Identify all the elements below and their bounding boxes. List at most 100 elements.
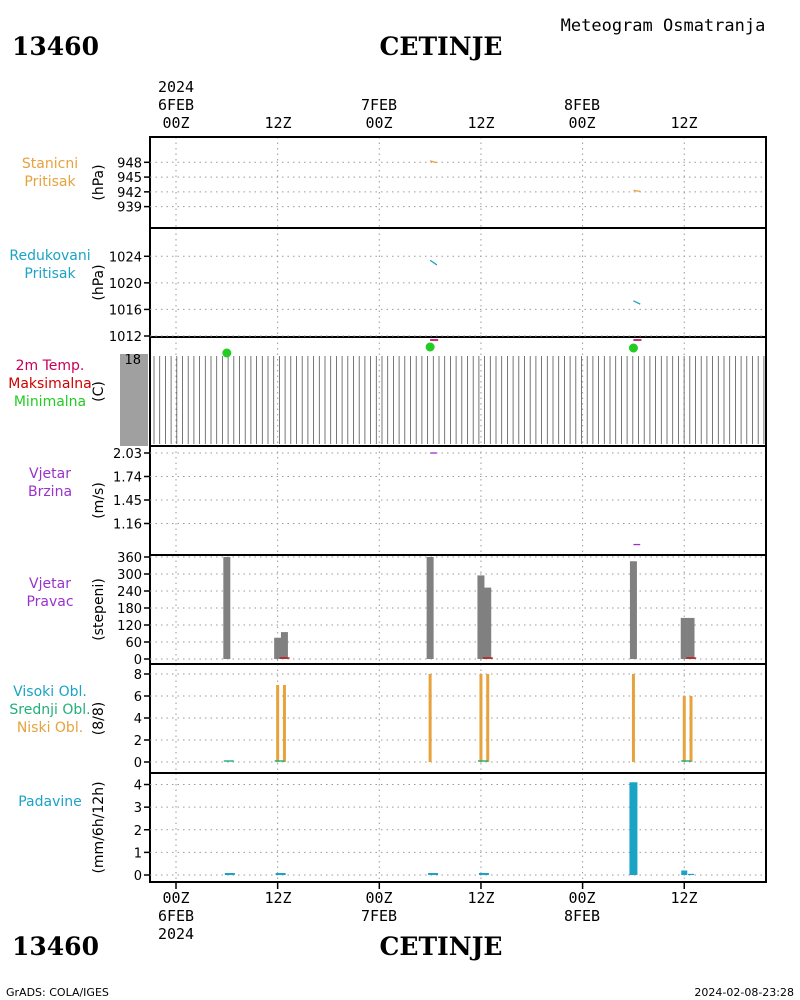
panel-label-line: Vjetar [29,576,71,592]
y-tick-label: 1 [134,846,142,861]
series-line [633,189,641,192]
panel-label-line: Vjetar [29,466,71,482]
y-tick-label: 1012 [109,330,142,345]
y-tick-label: 120 [117,619,142,634]
tick-12z-top-2: 12Z [467,114,494,132]
grads-credit: GrADS: COLA/IGES [6,986,109,999]
day-label-7feb-top: 7FEB [361,96,397,114]
y-tick-label: 4 [134,712,142,727]
y-tick-label: 240 [117,585,142,600]
y-tick-label: 948 [117,156,142,171]
bar [479,674,483,762]
y-tick-label: 2 [134,734,142,749]
tick-12z-bottom-1: 12Z [264,889,291,907]
panel-label-line: Srednji Obl. [9,702,90,718]
min-temp-point [628,343,638,353]
y-axis-title: (hPa) [91,164,107,200]
y-tick-label: 180 [117,602,142,617]
y-tick-label: 360 [117,551,142,566]
panel-label-line: Padavine [18,794,82,810]
y-tick-label: 0 [134,869,142,884]
y-axis-title: (mm/6h/12h) [91,781,107,873]
bar [274,637,282,659]
panel-label-line: Minimalna [14,394,86,410]
y-tick-label: 0 [134,653,142,668]
y-tick-label: 1020 [109,277,142,292]
tick-00z-top-3: 00Z [568,114,595,132]
y-tick-label: 60 [125,636,142,651]
bar [486,674,490,762]
tick-12z-top-1: 12Z [264,114,291,132]
panel-label-line: Pravac [26,594,73,610]
y-axis-title: (stepeni) [91,578,107,641]
series-line [429,259,438,266]
tick-00z-bottom-1: 00Z [162,889,189,907]
min-temp-point [222,348,232,358]
station-name-bottom: CETINJE [380,932,503,961]
bar [280,632,288,659]
tick-00z-bottom-2: 00Z [365,889,392,907]
day-label-6feb-top: 6FEB [158,96,194,114]
bar [689,696,693,762]
bar [680,617,688,659]
render-timestamp: 2024-02-08-23:28 [694,986,794,999]
panel-label-line: Stanicni [22,156,78,172]
tick-12z-bottom-2: 12Z [467,889,494,907]
station-name-top: CETINJE [380,32,503,61]
tick-12z-top-3: 12Z [670,114,697,132]
y-tick-label: 2 [134,824,142,839]
panel-label-line: Visoki Obl. [13,684,87,700]
tick-00z-top-1: 00Z [162,114,189,132]
y-tick-label: 939 [117,201,142,216]
y-tick-label: 2.03 [113,447,142,462]
y-tick-label: 300 [117,568,142,583]
y-tick-label: 6 [134,690,142,705]
panel-frame [149,336,767,447]
year-label-top: 2024 [158,78,194,96]
panel-label-line: Brzina [28,484,72,500]
y-tick-label: 942 [117,186,142,201]
y-tick-label: 1016 [109,303,142,318]
bar [282,685,286,762]
day-label-6feb-bottom: 6FEB [158,907,194,925]
y-tick-label: 0 [134,756,142,771]
y-axis-title: (m/s) [91,482,107,519]
panel-label-line: Pritisak [24,266,76,282]
y-tick-label: 945 [117,171,142,186]
bar [629,782,638,875]
bar [477,575,485,659]
bar [426,557,434,659]
panel-label-line: Niski Obl. [17,720,83,736]
panel-label-line: Maksimalna [8,376,92,392]
y-tick-label: 18 [124,353,141,368]
bar [484,587,492,659]
y-tick-label: 1.16 [113,518,142,533]
min-temp-point [425,342,435,352]
bar [682,696,686,762]
y-tick-label: 3 [134,801,142,816]
y-axis-title: (hPa) [91,264,107,300]
bar [687,617,695,659]
day-label-8feb-bottom: 8FEB [564,907,600,925]
bar [631,674,635,762]
station-id-bottom: 13460 [12,932,99,961]
series-line [633,300,641,305]
panel-frame [149,772,767,883]
y-axis-title: (C) [91,381,107,402]
panel-frame [149,554,767,665]
tick-00z-bottom-3: 00Z [568,889,595,907]
tick-00z-top-2: 00Z [365,114,392,132]
bar [428,674,432,762]
bar [629,561,637,659]
station-id-top: 13460 [12,32,99,61]
panel-label-line: Pritisak [24,174,76,190]
day-label-7feb-bottom: 7FEB [361,907,397,925]
panel-label-line: Redukovani [9,248,90,264]
tick-12z-bottom-3: 12Z [670,889,697,907]
panel-label-line: 2m Temp. [16,358,85,374]
bar [688,873,695,875]
y-tick-label: 4 [134,779,142,794]
y-axis-title: (8/8) [91,702,107,735]
